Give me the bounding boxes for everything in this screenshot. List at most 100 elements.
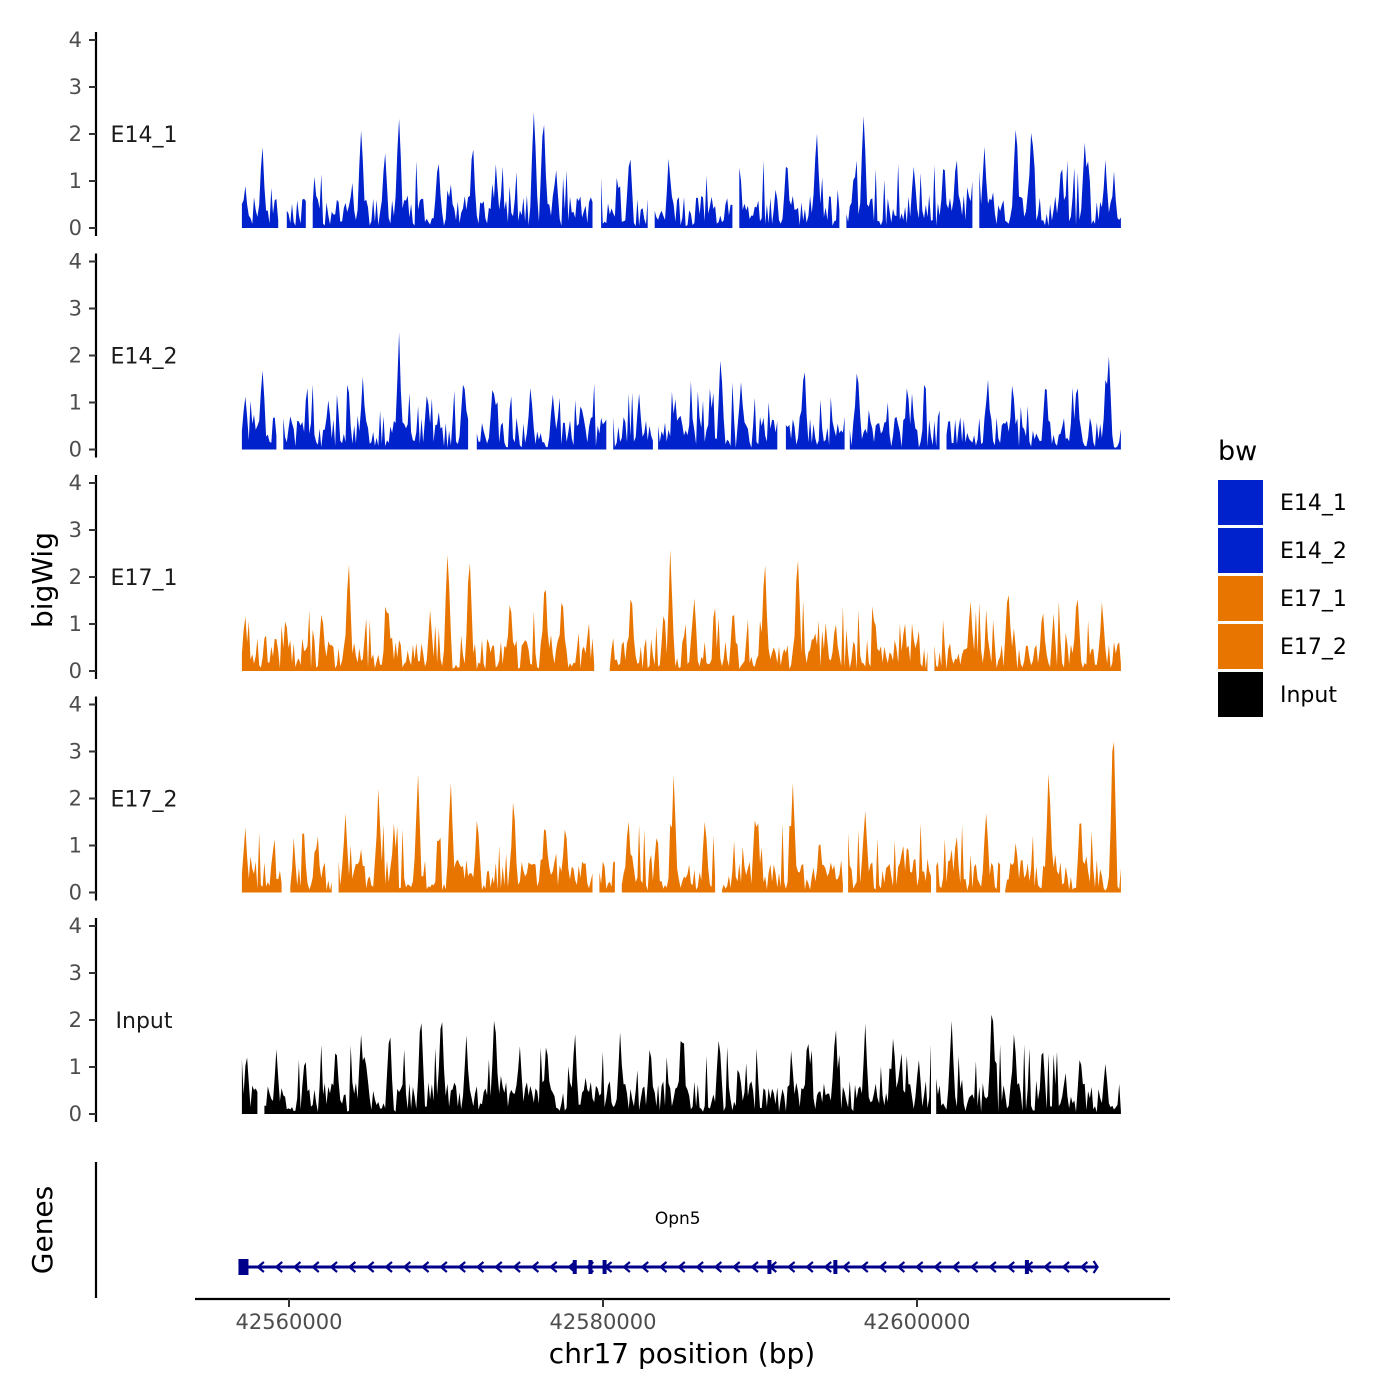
genes-panel: Genes Opn5 [26, 1162, 1099, 1298]
gene-exon [767, 1260, 772, 1274]
gene-exon [588, 1260, 593, 1274]
signal-area-e14_1 [241, 147, 279, 228]
track-label-e14_1: E14_1 [111, 123, 178, 148]
gene-exon [602, 1260, 607, 1274]
strand-arrow [860, 1261, 869, 1273]
signal-area-e14_2 [476, 383, 607, 450]
strand-arrow [475, 1261, 485, 1273]
strand-arrow [786, 1261, 796, 1273]
y-tick-label: 4 [69, 28, 82, 52]
signal-area-e14_2 [785, 372, 845, 450]
signal-area-e14_1 [739, 133, 840, 228]
legend-label-e14_2: E14_2 [1280, 539, 1347, 564]
gene-exon [238, 1259, 249, 1275]
strand-arrow [878, 1261, 887, 1273]
strand-arrow [530, 1261, 540, 1273]
signal-area-e17_2 [722, 782, 843, 893]
y-tick-label: 0 [69, 659, 82, 683]
strand-arrow [1043, 1261, 1052, 1273]
strand-arrow [750, 1261, 759, 1273]
y-tick-label: 2 [69, 344, 82, 368]
signal-area-e14_2 [613, 392, 653, 450]
gene-label-opn5: Opn5 [655, 1209, 701, 1229]
x-tick-label: 42560000 [236, 1310, 343, 1334]
legend-label-e14_1: E14_1 [1280, 491, 1347, 516]
track-e17_2: 0 1 2 3 4 E17_2 [69, 693, 1121, 905]
gene-exon [572, 1260, 577, 1274]
legend-label-input: Input [1280, 683, 1337, 708]
strand-arrow [677, 1261, 686, 1273]
signal-area-e14_1 [654, 158, 733, 228]
signal-area-input [936, 1014, 1121, 1114]
x-axis: 42560000 42580000 42600000 [195, 1297, 1170, 1334]
signal-area-e14_1 [601, 159, 648, 228]
strand-arrow [402, 1261, 412, 1273]
gene-end-mark [1092, 1260, 1099, 1274]
signal-area-e17_2 [621, 775, 716, 893]
strand-arrow [256, 1261, 265, 1273]
strand-arrow [420, 1261, 430, 1273]
y-tick-label: 3 [69, 740, 82, 764]
legend-key-input [1218, 672, 1263, 717]
strand-arrow [1061, 1261, 1070, 1273]
signal-area-e17_2 [338, 774, 593, 893]
strand-arrow [365, 1261, 375, 1273]
track-label-e17_2: E17_2 [111, 788, 178, 813]
y-tick-label: 3 [69, 75, 82, 99]
y-axis-title: bigWig [26, 532, 59, 628]
track-label-e14_2: E14_2 [111, 345, 178, 370]
strand-arrow [548, 1261, 558, 1273]
track-e14_2: 0 1 2 3 4 E14_2 [69, 250, 1121, 462]
strand-arrow [311, 1261, 320, 1273]
y-tick-label: 3 [69, 961, 82, 985]
strand-arrow [658, 1261, 668, 1273]
track-e17_1: 0 1 2 3 4 E17_1 [69, 471, 1121, 683]
track-e14_1: 0 1 2 3 4 E14_1 [69, 28, 1121, 240]
y-tick-label: 0 [69, 1102, 82, 1126]
strand-arrow [695, 1261, 704, 1273]
genes-axis-title: Genes [26, 1186, 59, 1274]
strand-arrow [951, 1261, 961, 1273]
strand-arrow [439, 1261, 448, 1273]
strand-arrow [805, 1261, 814, 1273]
signal-area-e17_1 [609, 549, 928, 671]
strand-arrow [731, 1261, 741, 1273]
x-tick-label: 42580000 [550, 1310, 657, 1334]
signal-area-e17_1 [241, 554, 595, 671]
y-tick-label: 0 [69, 438, 82, 462]
signal-area-e14_2 [283, 332, 469, 450]
signal-area-input [264, 1020, 931, 1114]
y-tick-label: 1 [69, 834, 82, 858]
strand-arrow [1006, 1261, 1015, 1273]
legend-key-e17_2 [1218, 624, 1263, 669]
signal-area-e17_2 [936, 813, 1001, 893]
y-tick-label: 4 [69, 914, 82, 938]
y-tick-label: 3 [69, 518, 82, 542]
strand-arrow [896, 1261, 906, 1273]
y-tick-label: 2 [69, 565, 82, 589]
signal-area-e14_1 [286, 198, 306, 228]
signal-area-e14_1 [979, 129, 1121, 228]
legend-key-e17_1 [1218, 576, 1263, 621]
strand-arrow [1079, 1261, 1089, 1273]
legend-label-e17_1: E17_1 [1280, 587, 1347, 612]
y-tick-label: 4 [69, 250, 82, 274]
strand-arrow [969, 1261, 979, 1273]
signal-area-e17_2 [241, 827, 282, 893]
legend: bw E14_1 E14_2 E17_1 E17_2 Input [1218, 436, 1347, 717]
track-input: 0 1 2 3 4 Input [69, 914, 1121, 1126]
y-tick-label: 1 [69, 169, 82, 193]
gene-model-opn5 [238, 1259, 1099, 1275]
track-label-input: Input [116, 1009, 173, 1034]
x-axis-title: chr17 position (bp) [549, 1337, 815, 1370]
bigwig-tracks: 0 1 2 3 4 E14_1 0 1 2 3 4 E14_2 0 1 2 3 4 E17_1 0 1 2 3 4 E17_2… [69, 28, 1121, 1126]
y-tick-label: 0 [69, 216, 82, 240]
legend-label-e17_2: E17_2 [1280, 635, 1347, 660]
y-tick-label: 2 [69, 1008, 82, 1032]
y-tick-label: 2 [69, 787, 82, 811]
legend-key-e14_1 [1218, 480, 1263, 525]
strand-arrow [933, 1261, 942, 1273]
gene-exon [833, 1260, 838, 1274]
signal-area-e17_2 [1005, 741, 1121, 893]
